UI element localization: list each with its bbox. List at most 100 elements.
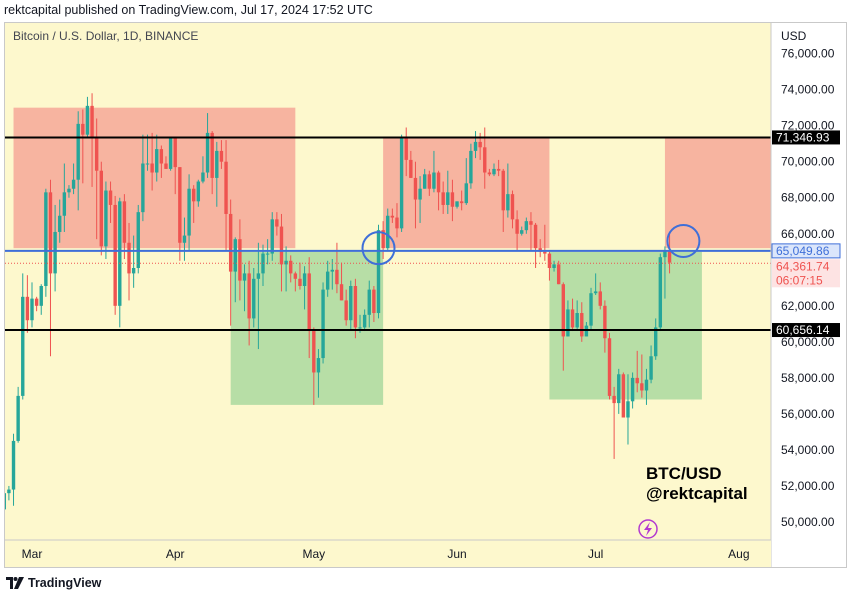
candle[interactable]: [215, 141, 219, 207]
candle[interactable]: [409, 150, 413, 178]
candle[interactable]: [122, 194, 127, 259]
candle[interactable]: [104, 181, 108, 259]
candle[interactable]: [219, 140, 224, 169]
candle[interactable]: [353, 278, 358, 339]
candle[interactable]: [635, 350, 639, 393]
candle[interactable]: [293, 271, 298, 292]
candle[interactable]: [529, 212, 533, 250]
candle[interactable]: [446, 170, 450, 214]
candle[interactable]: [589, 287, 593, 330]
candle[interactable]: [307, 257, 311, 359]
candle[interactable]: [196, 179, 201, 207]
candle[interactable]: [362, 309, 367, 332]
candle[interactable]: [145, 134, 150, 171]
candle[interactable]: [21, 273, 25, 400]
candle[interactable]: [501, 168, 505, 232]
candle[interactable]: [399, 134, 404, 232]
candle[interactable]: [386, 208, 390, 250]
candle[interactable]: [390, 208, 395, 223]
candle[interactable]: [464, 158, 468, 205]
candle[interactable]: [321, 282, 325, 364]
candle[interactable]: [164, 156, 168, 169]
candle[interactable]: [612, 386, 616, 459]
candle[interactable]: [238, 219, 242, 301]
candle[interactable]: [275, 212, 279, 236]
candle[interactable]: [159, 145, 164, 178]
candle[interactable]: [81, 109, 85, 184]
candle[interactable]: [487, 168, 492, 177]
candle[interactable]: [580, 302, 584, 342]
candle[interactable]: [284, 246, 288, 292]
candle[interactable]: [127, 222, 131, 301]
candle[interactable]: [418, 176, 422, 223]
candle[interactable]: [252, 267, 256, 328]
candle[interactable]: [376, 224, 381, 319]
candle[interactable]: [118, 197, 122, 328]
candle[interactable]: [469, 143, 473, 189]
candle[interactable]: [575, 300, 579, 332]
candle[interactable]: [289, 255, 293, 283]
candle[interactable]: [510, 190, 515, 229]
candle[interactable]: [76, 111, 80, 211]
candle[interactable]: [168, 138, 173, 171]
candle[interactable]: [11, 433, 16, 506]
candle[interactable]: [150, 132, 154, 191]
candle[interactable]: [492, 163, 496, 177]
candle[interactable]: [367, 280, 371, 328]
candle[interactable]: [178, 167, 182, 261]
candle[interactable]: [99, 161, 103, 256]
candle[interactable]: [39, 284, 43, 315]
candle[interactable]: [432, 150, 436, 193]
candle[interactable]: [2, 489, 6, 513]
candle[interactable]: [423, 168, 427, 189]
candle[interactable]: [413, 161, 418, 229]
candle[interactable]: [455, 201, 459, 209]
candle[interactable]: [621, 372, 626, 418]
candle[interactable]: [312, 327, 316, 405]
candle[interactable]: [339, 262, 344, 301]
candle[interactable]: [113, 195, 117, 315]
candle[interactable]: [667, 231, 672, 274]
candlestick-chart[interactable]: 50,000.00 52,000.00 54,000.00 56,000.00 58,0…: [0, 23, 846, 567]
candle[interactable]: [330, 258, 334, 290]
candle[interactable]: [279, 213, 284, 292]
candle[interactable]: [131, 235, 136, 288]
currency-label[interactable]: USD: [781, 29, 807, 43]
candle[interactable]: [67, 185, 71, 198]
candle[interactable]: [473, 131, 478, 159]
candle[interactable]: [201, 156, 205, 184]
candle[interactable]: [270, 212, 274, 261]
candle[interactable]: [182, 217, 187, 261]
candle[interactable]: [136, 204, 140, 274]
candle[interactable]: [372, 286, 376, 323]
candle[interactable]: [459, 190, 464, 211]
candle[interactable]: [644, 368, 649, 405]
candle[interactable]: [593, 273, 598, 296]
candle[interactable]: [649, 345, 653, 384]
candle[interactable]: [71, 163, 76, 195]
candle[interactable]: [561, 282, 565, 371]
candle[interactable]: [626, 374, 630, 445]
candle[interactable]: [441, 181, 445, 214]
candle[interactable]: [173, 138, 177, 195]
candle[interactable]: [302, 266, 307, 310]
candle[interactable]: [570, 298, 575, 332]
candle[interactable]: [349, 280, 353, 330]
candle[interactable]: [108, 181, 113, 223]
candle[interactable]: [7, 485, 11, 501]
candle[interactable]: [242, 264, 247, 312]
candle[interactable]: [62, 163, 67, 232]
candle[interactable]: [34, 296, 39, 312]
candle[interactable]: [298, 262, 302, 290]
candle[interactable]: [233, 237, 237, 303]
candle[interactable]: [658, 253, 663, 332]
candle[interactable]: [496, 159, 501, 177]
candle[interactable]: [155, 134, 159, 182]
candle[interactable]: [192, 185, 196, 223]
candle[interactable]: [663, 246, 667, 299]
candle[interactable]: [547, 251, 552, 281]
candle[interactable]: [228, 199, 233, 326]
candle[interactable]: [25, 275, 30, 333]
candle[interactable]: [210, 131, 214, 195]
candle[interactable]: [48, 179, 53, 357]
